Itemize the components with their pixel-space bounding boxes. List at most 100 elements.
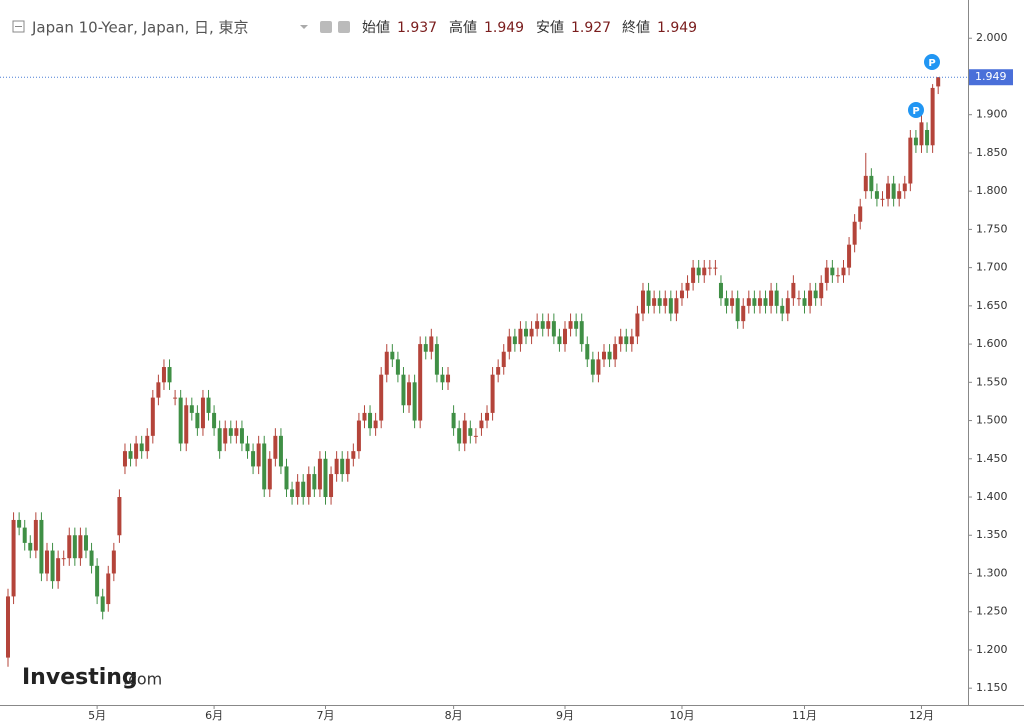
y-tick-label: 1.150 [976,681,1008,694]
p-marker-icon: P [912,106,919,117]
candle-body [384,351,389,375]
candle-body [496,367,501,375]
candle-body [251,451,256,467]
candle-body [434,344,439,375]
candle-body [50,550,55,582]
candle-body [551,321,556,337]
y-tick-label: 2.000 [976,31,1008,44]
candle-body [518,328,523,345]
candle-body [574,321,579,329]
candle-body [707,267,712,269]
candle-body [763,298,768,306]
y-tick-label: 1.350 [976,528,1008,541]
candle-body [679,290,684,299]
candle-body [340,458,345,475]
y-tick-label: 1.300 [976,566,1008,579]
candle-body [446,374,451,383]
candle-body [89,550,94,566]
candle-body [685,282,690,291]
candle-body [735,298,740,322]
candle-body [362,412,367,421]
candle-body [139,443,144,452]
candle-body [824,267,829,283]
candle-body [891,183,896,199]
y-tick-label: 1.800 [976,184,1008,197]
candle-body [835,275,840,277]
candle-body [674,298,679,314]
candle-body [262,443,267,490]
candle-body [646,290,651,306]
candle-body [802,298,807,306]
candle-body [217,428,222,452]
candle-body [22,527,27,543]
candle-body [6,596,10,658]
candle-body [741,305,746,322]
p-marker[interactable] [908,102,924,118]
candle-body [652,298,657,306]
candle-body [78,535,83,559]
y-tick-label: 1.400 [976,490,1008,503]
candle-body [624,336,629,345]
candle-body [702,267,707,276]
candle-body [847,244,852,268]
candle-body [507,336,512,352]
y-tick-label: 1.550 [976,375,1008,388]
candle-body [629,336,634,345]
candle-body [28,542,33,551]
y-tick-label: 1.500 [976,414,1008,427]
p-marker[interactable] [924,54,940,70]
candle-body [657,298,662,306]
candle-body [457,428,462,444]
candle-body [746,298,751,306]
candle-body [902,183,907,192]
candle-body [473,435,478,437]
candle-body [869,175,874,192]
candle-body [223,428,228,444]
x-tick-label: 6月 [205,709,223,722]
candle-body [769,290,774,306]
candle-body [150,397,155,436]
candle-body [95,565,100,597]
candle-body [33,519,38,551]
candle-body [67,535,72,559]
candle-body [228,428,233,436]
candle-body [913,137,918,146]
candle-body [524,328,529,337]
candle-body [412,382,417,421]
candle-body [117,497,122,536]
candle-body [418,344,423,421]
plot: 1.150 1.200 1.250 1.300 1.350 1.400 1.450 1.500… [0,31,1013,722]
candle-body [290,489,295,498]
candle-body [178,397,183,444]
candle-body [44,550,49,574]
candle-body [512,336,517,345]
candle-body [122,451,127,467]
dropdown-arrow[interactable] [300,25,308,29]
logo-brand: Investing [22,665,138,690]
candle-body [423,344,428,352]
candle-body [490,374,495,413]
collapse-icon[interactable] [12,20,25,33]
settings-icon[interactable] [338,21,350,33]
candle-body [173,397,178,399]
candle-body [863,175,868,192]
settings-icon[interactable] [320,21,332,33]
candle-body [796,298,801,300]
candle-body [752,298,757,306]
candle-body [61,558,66,560]
candle-body [56,558,61,582]
candle-body [535,321,540,329]
candle-body [808,290,813,306]
candle-body [72,535,77,559]
candle-body [607,351,612,360]
candle-body [379,374,384,421]
y-tick-label: 1.700 [976,261,1008,274]
logo-suffix: .com [123,670,162,689]
candle-body [791,282,796,299]
candle-body [757,298,762,306]
p-marker-icon: P [928,58,935,69]
chart-title: Japan 10-Year, Japan, 日, 東京 [31,19,249,37]
candle-body [713,267,718,269]
candle-body [323,458,328,498]
